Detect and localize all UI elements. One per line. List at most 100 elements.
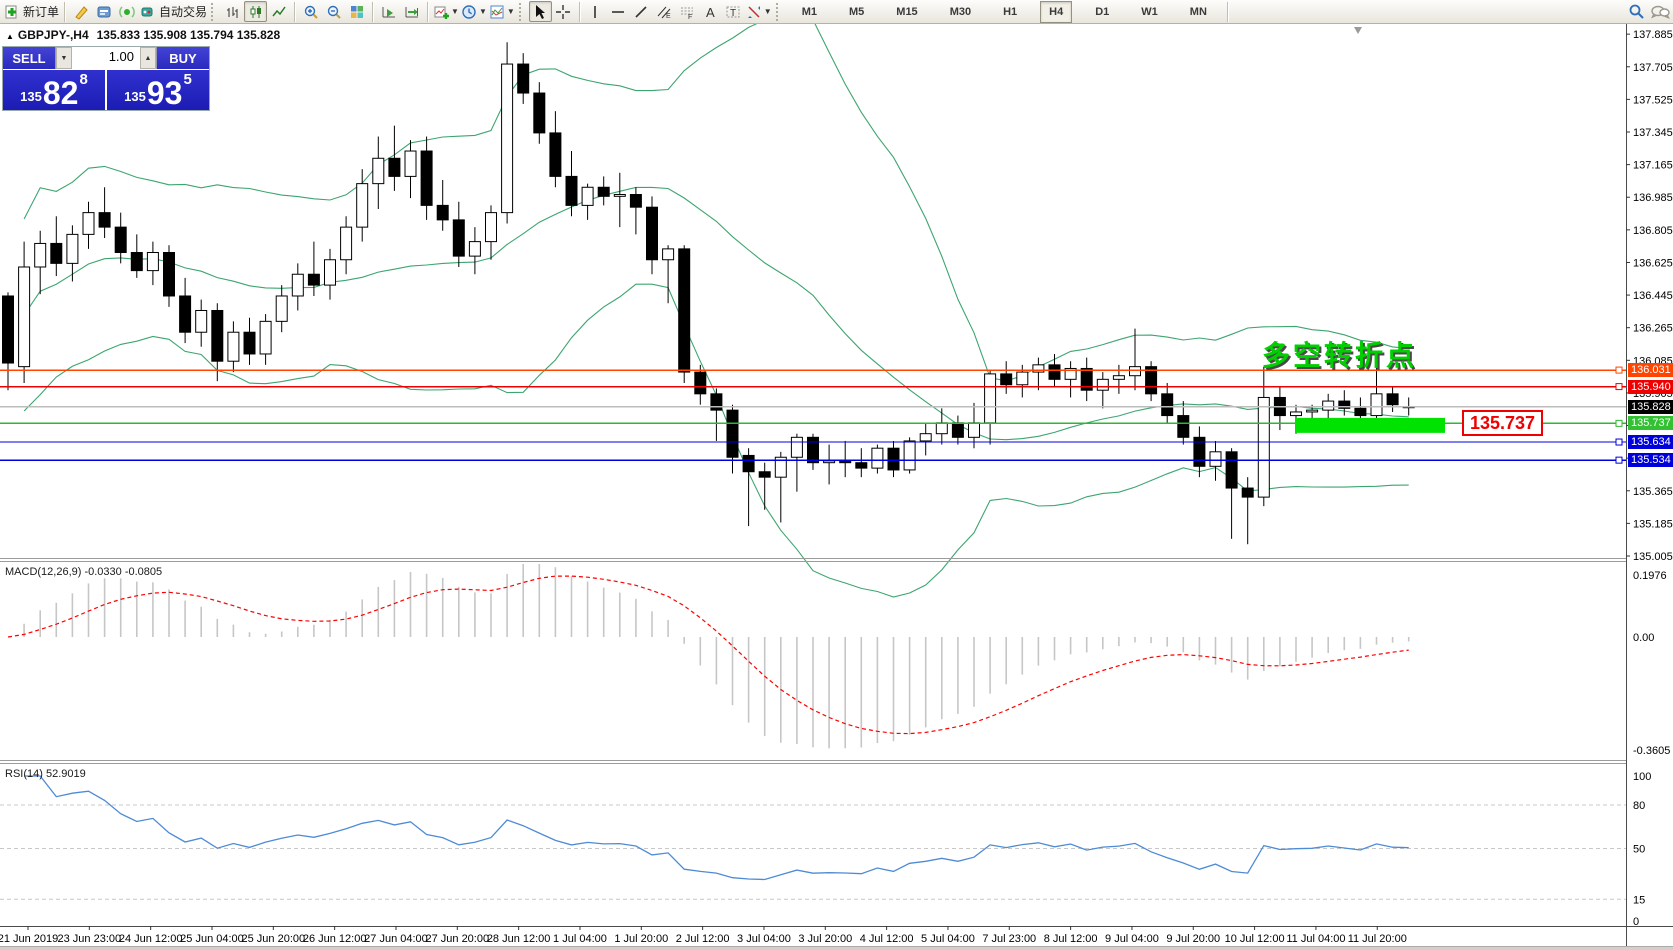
green-zone-rectangle[interactable] [1295,417,1445,433]
price-tag-135.940: 135.940 [1628,379,1673,394]
candle [1096,372,1109,409]
ohlc-quotes: 135.833 135.908 135.794 135.828 [96,28,281,42]
rsi-axis-label: 15 [1633,894,1645,906]
candle [517,53,530,104]
buy-price-box[interactable]: 135 93 5 [107,70,209,110]
line-chart-button[interactable] [267,1,290,22]
volume-up-button[interactable]: ▲ [140,47,156,69]
sell-price-pips: 82 [42,75,79,111]
shapes-dropdown[interactable]: ▼ [745,1,773,22]
window-bottom-strip [0,946,1673,950]
signals-icon [118,5,135,18]
candle [613,172,626,228]
chart-window[interactable]: 137.885 137.705 137.525 137.345 137.165 136.9… [0,24,1673,950]
price-tick-label: 137.165 [1633,160,1673,172]
text-tool[interactable]: A [699,1,722,22]
rsi-indicator-label: RSI(14) 52.9019 [5,768,86,780]
buy-button[interactable]: BUY [157,47,209,69]
time-tick-label: 2 Jul 12:00 [676,933,730,945]
new-chart-dropdown[interactable]: ▼ [432,1,460,22]
separator [294,1,296,22]
buy-price-figure: 135 [124,89,146,104]
sell-price-box[interactable]: 135 82 8 [3,70,105,110]
new-order-button[interactable]: 新订单 [2,1,60,22]
svg-text:E: E [666,13,671,20]
horizontal-line-tool[interactable] [607,1,630,22]
timeframe-button-m1[interactable]: M1 [801,5,817,18]
bar-chart-button[interactable] [221,1,244,22]
candle [549,111,562,188]
search-icon [1629,4,1644,19]
separator [427,1,429,22]
chart-annotation-text[interactable]: 多空转折点 [1262,340,1418,371]
candle [468,227,481,275]
cursor-tool-button[interactable] [528,1,552,22]
line-chart-icon [271,6,286,16]
candlestick-chart-button[interactable] [244,1,268,22]
zoom-in-button[interactable] [299,1,322,22]
vertical-line-tool[interactable] [584,1,607,22]
timeframe-button-m5[interactable]: M5 [849,5,865,18]
svg-text:A: A [706,5,715,20]
candle [1209,440,1222,481]
time-tick-label: 26 Jun 12:00 [303,933,367,945]
price-tick-label: 136.265 [1633,323,1673,335]
one-click-trading-panel: SELL ▼ 1.00 ▲ BUY 135 82 8 135 93 5 [2,46,210,111]
candle [50,216,63,277]
timeframe-button-m30[interactable]: M30 [949,5,972,18]
terminal-button[interactable] [92,1,115,22]
candle [533,82,546,144]
tile-windows-button[interactable] [345,1,368,22]
trendline-tool[interactable] [630,1,653,22]
label-tool[interactable]: T [722,1,745,22]
indicators-dropdown[interactable]: ▼ [488,1,516,22]
timeframe-button-h1[interactable]: H1 [1003,5,1018,18]
candlestick-chart-icon [250,5,261,18]
time-tick-label: 28 Jun 12:00 [487,933,551,945]
trendline-icon [635,5,647,18]
timeframe-bar: M1 M5 M15 M30 H1 H4 D1 W1 MN [786,0,1223,23]
sell-button[interactable]: SELL [3,47,55,69]
candle [629,187,642,235]
chart-shift-button[interactable] [400,1,423,22]
time-tick-label: 9 Jul 20:00 [1166,933,1220,945]
zoom-out-button[interactable] [322,1,345,22]
candle [130,234,143,278]
editor-button[interactable] [69,1,92,22]
time-tick-label: 27 Jun 20:00 [425,933,489,945]
auto-scroll-button[interactable] [377,1,400,22]
autotrading-button[interactable]: 自动交易 [138,1,208,22]
macd-signal-line [7,575,1409,735]
chart-canvas[interactable]: 137.885 137.705 137.525 137.345 137.165 136.9… [0,24,1673,950]
search-button[interactable] [1625,1,1648,22]
volume-value[interactable]: 1.00 [72,47,140,69]
text-a-icon: A [706,5,715,20]
timeframe-button-w1[interactable]: W1 [1141,5,1158,18]
crosshair-tool-button[interactable] [552,1,575,22]
chart-shift-icon [405,6,418,17]
chevron-down-icon: ▼ [478,7,487,16]
profiles-dropdown[interactable]: ▼ [460,1,488,22]
signals-button[interactable] [115,1,138,22]
svg-text:T: T [730,8,736,19]
fibonacci-icon: F [681,7,694,20]
price-tick-label: 136.985 [1633,192,1673,204]
toolbar-grip [518,2,526,21]
fibonacci-tool[interactable]: F [676,1,699,22]
timeframe-button-m15[interactable]: M15 [896,5,918,18]
channel-tool[interactable]: E [653,1,676,22]
chat-button[interactable] [1648,1,1671,22]
candle [678,245,691,383]
candle [919,422,932,456]
price-callout-label[interactable]: 135.737 [1462,410,1544,437]
candle [710,388,723,441]
timeframe-button-d1[interactable]: D1 [1095,5,1110,18]
timeframe-button-h4[interactable]: H4 [1040,0,1073,23]
price-tick-label: 135.005 [1633,551,1673,563]
candle [211,303,224,382]
timeframe-button-mn[interactable]: MN [1189,5,1207,18]
candle [1129,328,1141,391]
line-anchor-square [1615,438,1623,446]
candle [388,125,401,191]
volume-down-button[interactable]: ▼ [56,47,72,69]
